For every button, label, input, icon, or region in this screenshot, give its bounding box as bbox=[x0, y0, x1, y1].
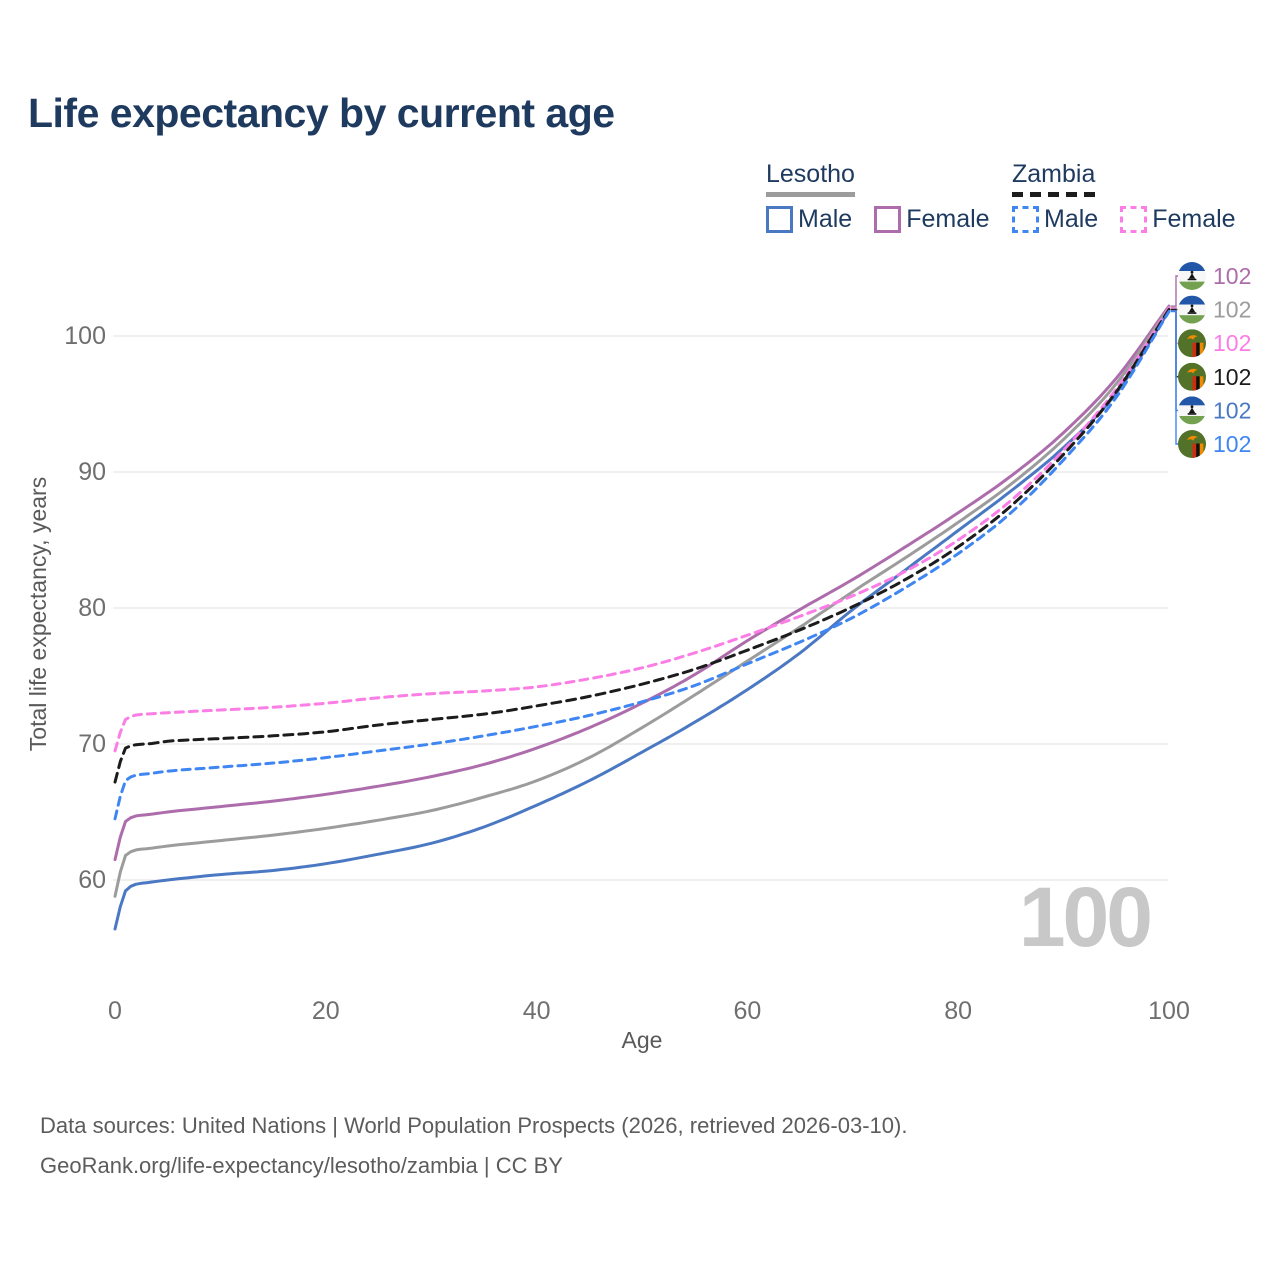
legend-item-zambia-female[interactable]: Female bbox=[1120, 205, 1236, 234]
legend-item-label: Male bbox=[1044, 205, 1099, 233]
y-tick-label-80: 80 bbox=[78, 594, 106, 622]
zambia-dashed-line-swatch bbox=[1012, 192, 1096, 197]
data-source-note: Data sources: United Nations | World Pop… bbox=[40, 1113, 908, 1138]
y-tick-label-100: 100 bbox=[64, 322, 106, 350]
end-value-label-lesotho-male: 102 bbox=[1213, 397, 1251, 423]
age-frame-counter: 100 bbox=[1019, 870, 1150, 964]
legend-item-lesotho-female[interactable]: Female bbox=[874, 205, 990, 234]
lesotho-flag-icon bbox=[1178, 295, 1206, 324]
end-value-label-lesotho-female: 102 bbox=[1213, 263, 1251, 289]
x-tick-label-40: 40 bbox=[523, 997, 551, 1025]
x-tick-label-100: 100 bbox=[1148, 997, 1190, 1025]
end-label-leader bbox=[1171, 275, 1180, 307]
y-axis-title: Total life expectancy, years bbox=[25, 477, 51, 751]
series-line-zambia-both-sexes[interactable] bbox=[113, 308, 1171, 784]
zambia-male-swatch bbox=[1012, 206, 1039, 233]
end-value-label-zambia-both-sexes: 102 bbox=[1213, 364, 1251, 390]
lesotho-flag-icon bbox=[1178, 396, 1206, 425]
legend-group-zambia: Zambia Male Female bbox=[1012, 160, 1236, 234]
x-axis-title: Age bbox=[622, 1027, 663, 1053]
legend-country-zambia[interactable]: Zambia bbox=[1012, 160, 1096, 197]
zambia-flag-icon bbox=[1178, 430, 1206, 458]
x-tick-label-80: 80 bbox=[944, 997, 972, 1025]
series-line-zambia-female[interactable] bbox=[113, 306, 1171, 753]
legend-item-label: Female bbox=[906, 205, 990, 233]
end-value-label-zambia-male: 102 bbox=[1213, 431, 1251, 457]
legend-item-label: Male bbox=[798, 205, 853, 233]
zambia-female-swatch bbox=[1120, 206, 1148, 233]
lesotho-male-swatch bbox=[766, 206, 793, 233]
series-line-lesotho-female[interactable] bbox=[113, 304, 1171, 862]
legend-country-label: Lesotho bbox=[766, 160, 855, 188]
legend-item-label: Female bbox=[1152, 205, 1236, 233]
series-line-lesotho-both-sexes[interactable] bbox=[113, 305, 1171, 898]
lesotho-flag-icon bbox=[1178, 262, 1206, 290]
series-line-zambia-male[interactable] bbox=[113, 310, 1171, 821]
zambia-flag-icon bbox=[1178, 329, 1206, 358]
y-tick-label-90: 90 bbox=[78, 458, 106, 486]
y-tick-label-70: 70 bbox=[78, 730, 106, 758]
end-value-label-zambia-female: 102 bbox=[1213, 330, 1251, 356]
lesotho-female-swatch bbox=[874, 206, 902, 233]
end-value-label-lesotho-both-sexes: 102 bbox=[1213, 297, 1251, 323]
x-tick-label-60: 60 bbox=[733, 997, 761, 1025]
attribution-note: GeoRank.org/life-expectancy/lesotho/zamb… bbox=[40, 1153, 563, 1178]
legend-group-lesotho: Lesotho Male Female bbox=[766, 160, 990, 234]
x-tick-label-0: 0 bbox=[108, 997, 122, 1025]
legend-item-lesotho-male[interactable]: Male bbox=[766, 205, 852, 234]
y-tick-label-60: 60 bbox=[78, 866, 106, 894]
zambia-flag-icon bbox=[1178, 362, 1206, 391]
x-tick-label-20: 20 bbox=[312, 997, 340, 1025]
lesotho-solid-line-swatch bbox=[766, 192, 855, 197]
page-title: Life expectancy by current age bbox=[28, 90, 615, 136]
series-line-lesotho-male[interactable] bbox=[113, 309, 1171, 931]
legend-country-label: Zambia bbox=[1012, 160, 1096, 188]
legend-country-lesotho[interactable]: Lesotho bbox=[766, 160, 855, 197]
footer: Data sources: United Nations | World Pop… bbox=[40, 1106, 907, 1186]
legend-item-zambia-male[interactable]: Male bbox=[1012, 205, 1098, 234]
